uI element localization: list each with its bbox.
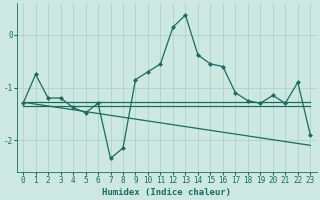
X-axis label: Humidex (Indice chaleur): Humidex (Indice chaleur): [102, 188, 231, 197]
